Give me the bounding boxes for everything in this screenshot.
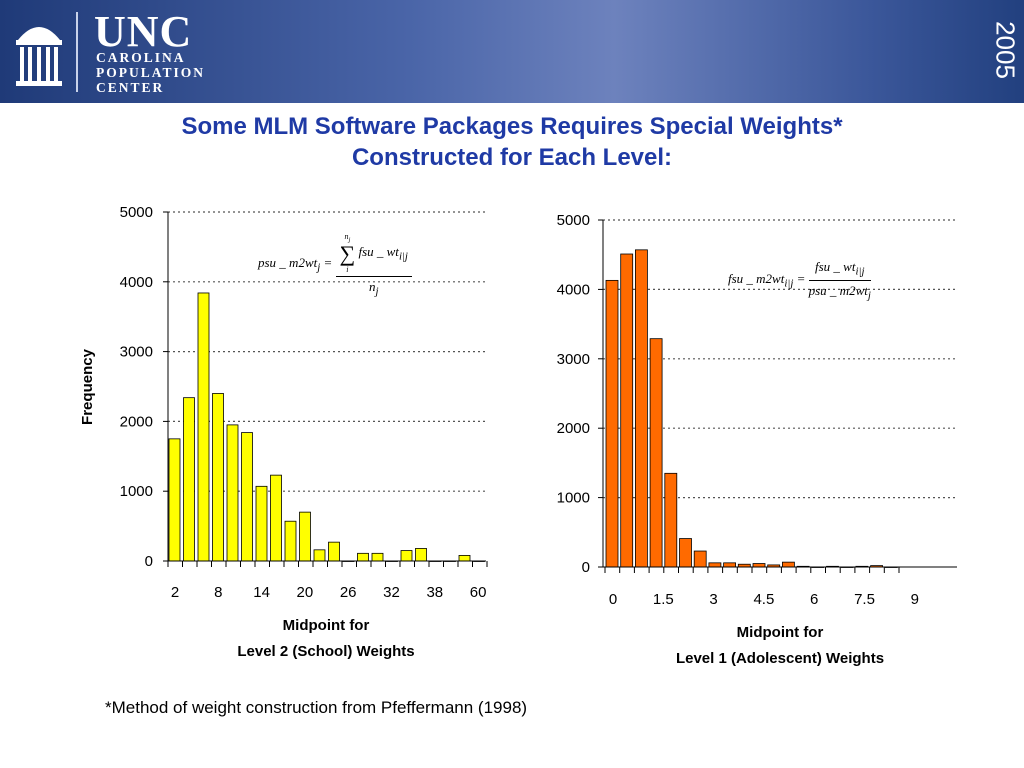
right-formula-lhs-sub: i|j — [784, 277, 794, 290]
level1-weights-histogram: 0 1000 2000 3000 4000 5000 0 1.5 3 4.5 6 7.5 9 — [557, 212, 957, 608]
chart1-xtick-label-6: 9 — [911, 591, 919, 608]
old-well-logo-icon — [16, 27, 62, 86]
header-banner: UNC CAROLINA POPULATION CENTER 2005 — [0, 0, 1024, 103]
org-name-line-2: POPULATION — [96, 65, 206, 80]
chart0-xlabel-line-2: Level 2 (School) Weights — [237, 643, 414, 660]
left-formula-denominator-sub: j — [375, 285, 379, 298]
chart0-bar-9 — [299, 511, 311, 562]
org-name-line-3: CENTER — [96, 80, 165, 95]
chart0-xtick-label-1: 8 — [214, 584, 222, 601]
chart1-bar-2 — [635, 249, 648, 568]
right-formula-numerator: fsu _ wt — [815, 259, 856, 274]
chart0-bar-0 — [168, 438, 181, 562]
chart0-bar-16 — [400, 550, 413, 562]
chart1-xtick-label-2: 3 — [709, 591, 717, 608]
chart0-xtick-label-2: 14 — [253, 584, 270, 601]
chart1-bar-6 — [693, 550, 707, 568]
slide-title-line-2: Constructed for Each Level: — [351, 144, 673, 171]
left-formula-sum-lower: i — [346, 264, 349, 274]
right-formula-denominator: psu _ m2wt — [808, 282, 868, 298]
right-formula-denominator-sub: j — [867, 289, 871, 302]
chart0-ytick-label-3: 3000 — [120, 344, 153, 361]
left-formula-numerator-sub: i|j — [398, 250, 408, 263]
level2-weights-histogram: 0 1000 2000 3000 4000 5000 2 8 14 20 26 32 38 60 — [120, 204, 488, 601]
left-formula-lhs: psu _ m2wt — [258, 255, 318, 271]
chart0-ytick-label-2: 2000 — [120, 413, 153, 430]
chart1-bar-0 — [605, 279, 619, 568]
chart0-bar-1 — [183, 397, 195, 562]
chart0-bar-3 — [212, 393, 224, 562]
chart1-bar-10 — [752, 563, 766, 568]
left-formula-sum-upper-sub: j — [348, 236, 351, 244]
slide-title: Some MLM Software Packages Requires Spec… — [0, 111, 1024, 173]
left-weight-formula: psu _ m2wtj = nj ∑ i fsu _ wti|j nj — [258, 232, 412, 297]
chart0-xtick-label-0: 2 — [171, 584, 179, 601]
chart1-ytick-label-4: 4000 — [557, 281, 590, 298]
chart0-xtick-label-5: 32 — [383, 584, 400, 601]
chart1-bar-3 — [649, 338, 663, 568]
chart0-ytick-label-1: 1000 — [120, 483, 153, 500]
chart1-ytick-label-3: 3000 — [557, 351, 590, 368]
chart0-bar-20 — [458, 555, 471, 562]
chart1-ytick-label-0: 0 — [582, 559, 590, 576]
chart1-bar-12 — [782, 561, 795, 568]
chart1-ytick-label-5: 5000 — [557, 212, 590, 229]
left-formula-sum-upper: n — [344, 232, 349, 241]
chart0-ytick-label-5: 5000 — [120, 204, 153, 221]
right-formula-lhs: fsu _ m2wt — [728, 270, 785, 286]
org-short-name: UNC — [94, 7, 193, 56]
chart0-xlabel-line-1: Midpoint for — [283, 617, 370, 634]
chart1-xtick-label-3: 4.5 — [753, 591, 774, 608]
logo-divider — [76, 12, 78, 92]
chart0-bar-13 — [357, 552, 369, 562]
chart0-xtick-label-4: 26 — [340, 584, 357, 601]
right-weight-formula: fsu _ m2wti|j = fsu _ wti|j psu _ m2wtj — [728, 259, 871, 302]
chart0-xtick-label-6: 38 — [426, 584, 443, 601]
chart1-bar-5 — [679, 538, 692, 568]
chart1-xlabel-line-1: Midpoint for — [737, 624, 824, 641]
chart1-xtick-label-5: 7.5 — [854, 591, 875, 608]
chart0-bar-2 — [197, 292, 210, 562]
chart0-bar-4 — [226, 424, 239, 562]
chart1-ytick-label-1: 1000 — [557, 490, 590, 507]
chart0-bar-11 — [328, 541, 340, 562]
org-name-line-1: CAROLINA — [96, 50, 186, 65]
chart1-ytick-label-2: 2000 — [557, 420, 590, 437]
chart1-bar-4 — [664, 472, 678, 568]
left-formula-denominator: n — [368, 278, 376, 294]
chart1-xtick-label-0: 0 — [609, 591, 617, 608]
chart1-xtick-label-1: 1.5 — [653, 591, 674, 608]
footnote: *Method of weight construction from Pfef… — [105, 698, 528, 717]
right-formula-numerator-sub: i|j — [855, 265, 865, 278]
chart1-xlabel-line-2: Level 1 (Adolescent) Weights — [676, 650, 884, 667]
chart0-bar-6 — [255, 485, 268, 562]
chart0-bar-7 — [270, 474, 282, 562]
chart0-bar-10 — [313, 549, 326, 562]
left-formula-lhs-sub: j — [317, 261, 321, 274]
chart0-xtick-label-7: 60 — [470, 584, 487, 601]
chart0-ylabel: Frequency — [79, 348, 96, 425]
chart1-bar-7 — [708, 562, 722, 568]
chart0-bar-17 — [415, 548, 427, 562]
chart1-xtick-label-4: 6 — [810, 591, 818, 608]
chart0-bar-5 — [241, 432, 253, 562]
slide-title-line-1: Some MLM Software Packages Requires Spec… — [181, 113, 843, 140]
chart0-bar-8 — [284, 520, 297, 562]
chart0-bar-14 — [371, 552, 384, 562]
chart0-ytick-label-4: 4000 — [120, 274, 153, 291]
chart0-ytick-label-0: 0 — [145, 553, 153, 570]
chart1-bar-8 — [723, 562, 736, 568]
summation-icon: ∑ — [339, 240, 356, 266]
chart0-xtick-label-3: 20 — [297, 584, 314, 601]
left-formula-numerator: fsu _ wt — [358, 243, 399, 259]
chart1-bar-1 — [620, 253, 634, 568]
